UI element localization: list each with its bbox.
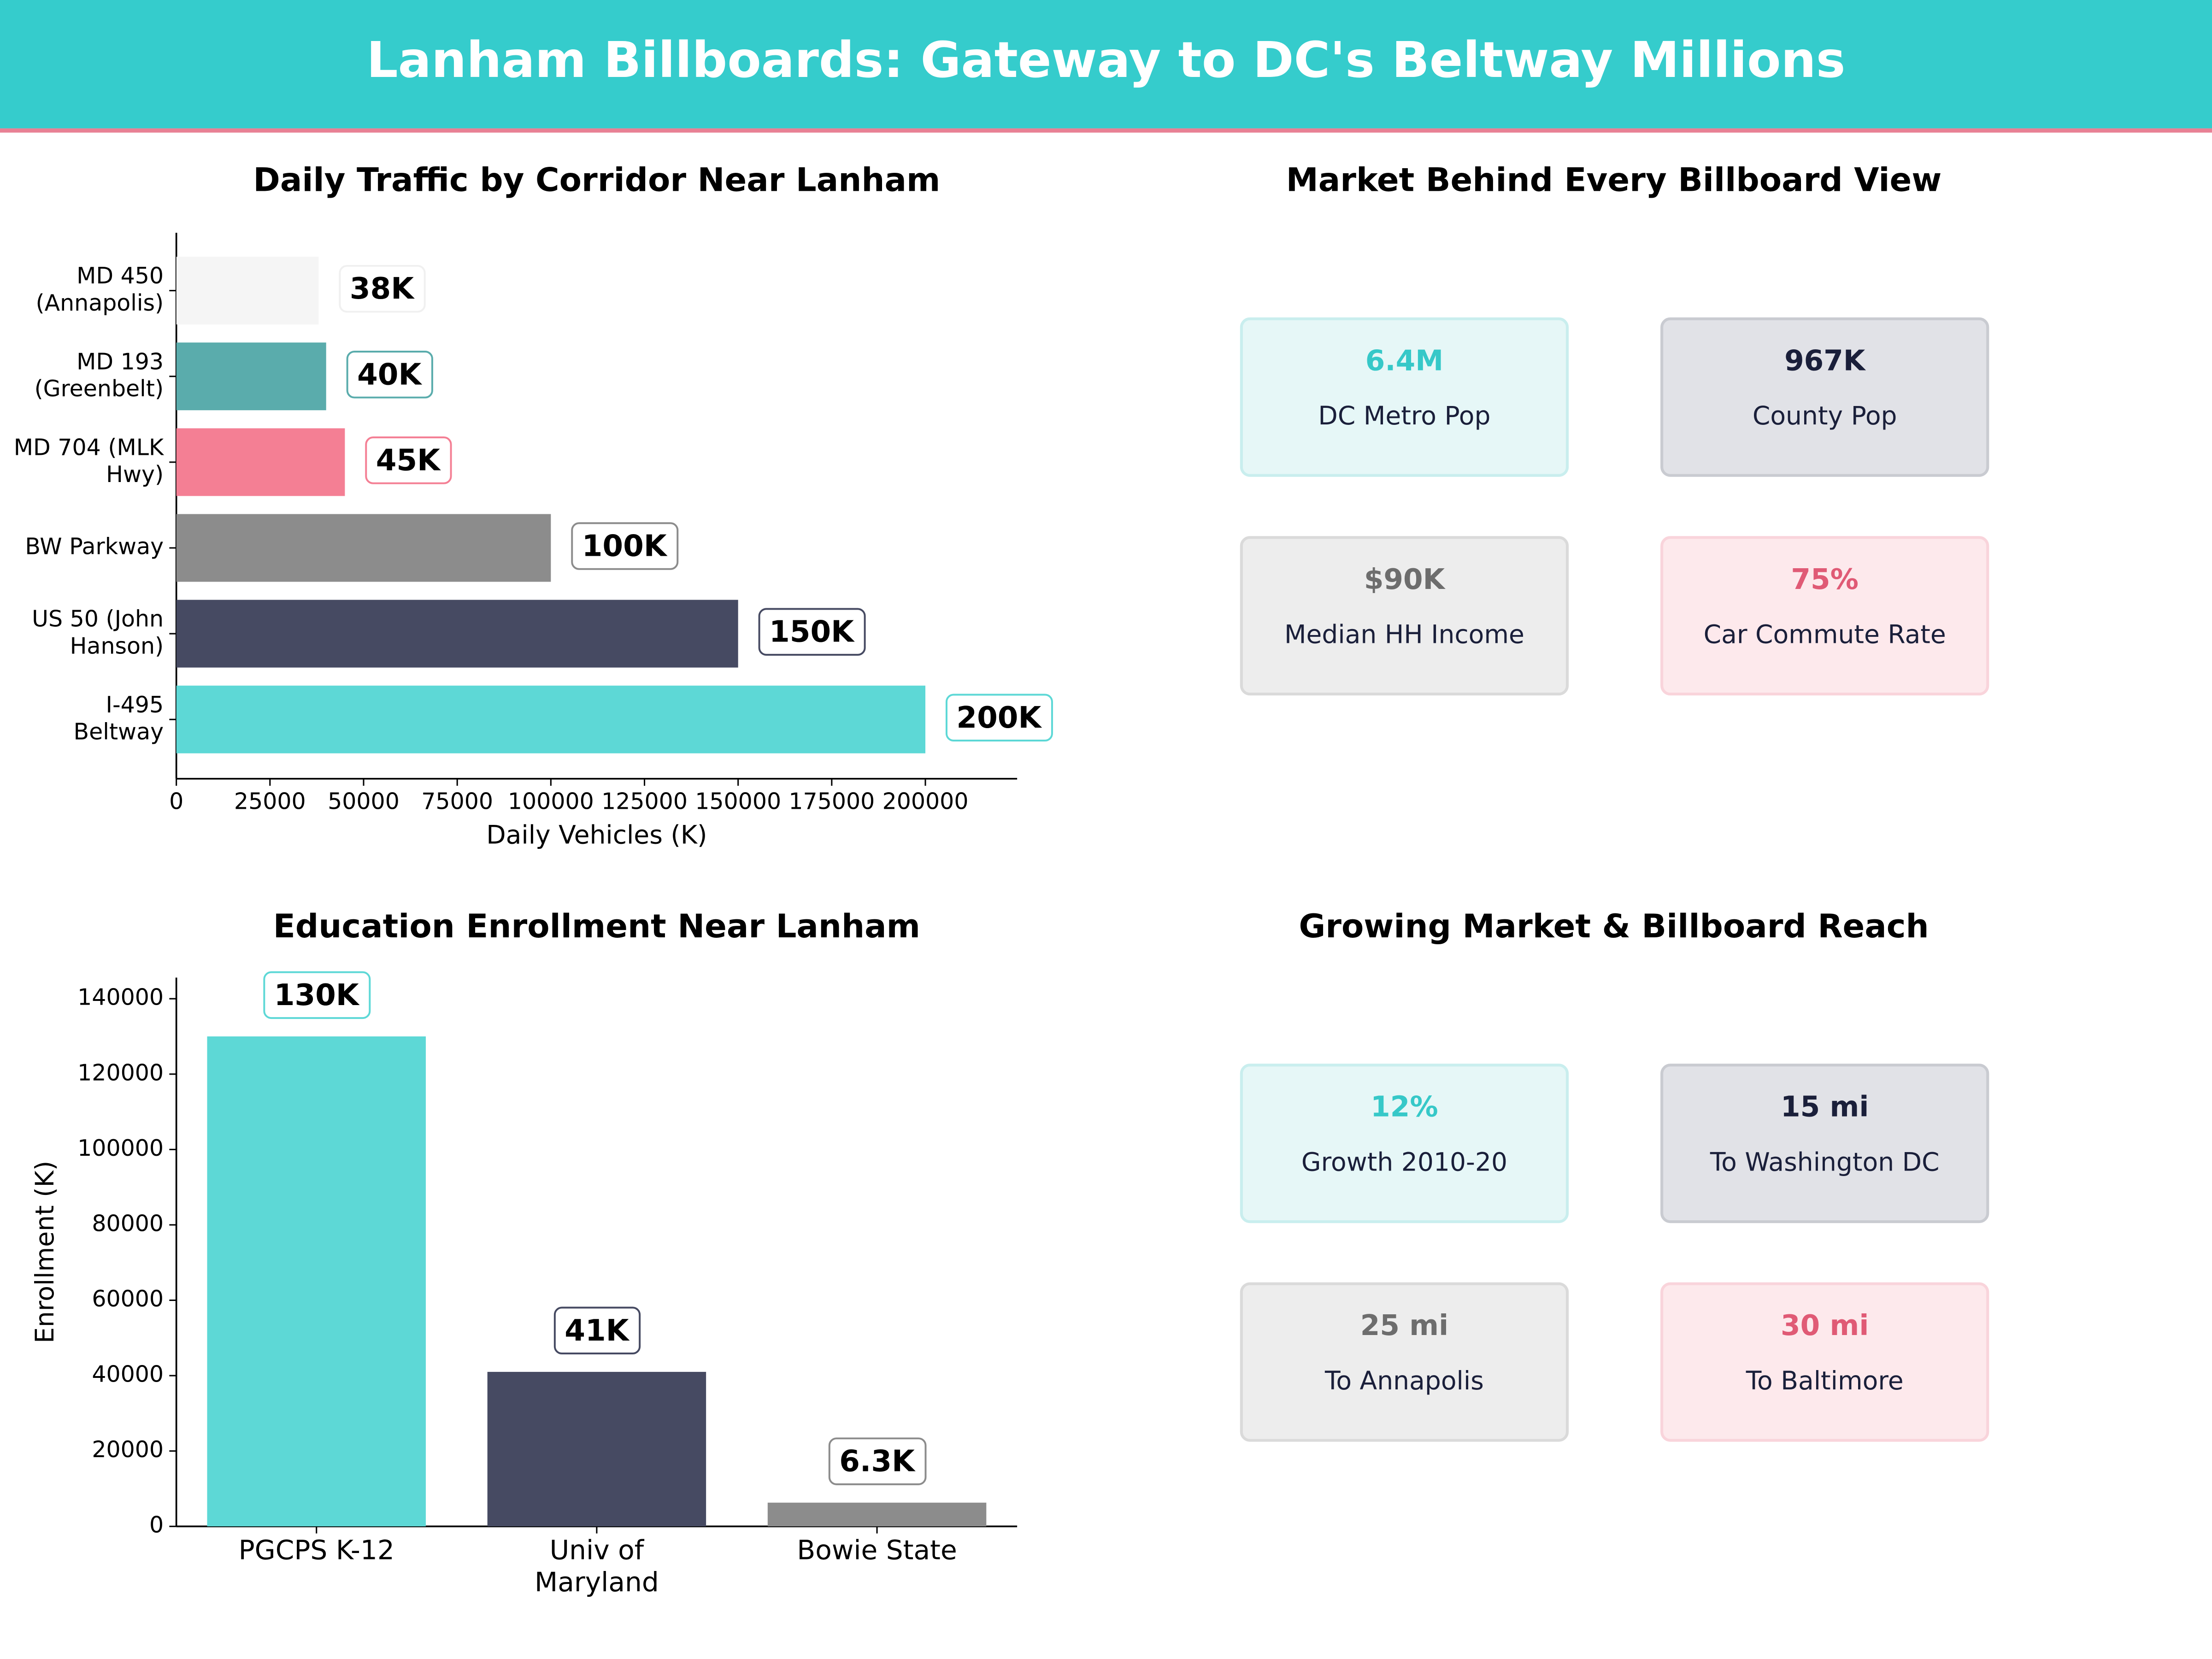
panel-title: Market Behind Every Billboard View	[1286, 161, 1942, 199]
kpi-label: To Baltimore	[1746, 1366, 1904, 1395]
value-label-box	[553, 1306, 641, 1355]
y-tick-label: 80000	[92, 1210, 164, 1236]
kpi-card-box	[1660, 317, 1989, 477]
value-label-box	[828, 1437, 927, 1485]
kpi-card-box	[1660, 1282, 1989, 1442]
value-label: 200K	[956, 700, 1042, 735]
value-label-box	[365, 436, 452, 484]
kpi-label: Median HH Income	[1284, 620, 1524, 649]
bar	[487, 1371, 706, 1527]
kpi-card-box	[1240, 1282, 1569, 1442]
value-label-box	[571, 522, 679, 570]
bar	[767, 1502, 987, 1527]
value-label: 150K	[769, 615, 855, 649]
kpi-label: DC Metro Pop	[1318, 401, 1490, 430]
kpi-value: 75%	[1791, 563, 1859, 596]
y-tick-label: BW Parkway	[25, 533, 164, 559]
y-axis-label: Enrollment (K)	[30, 1161, 59, 1343]
x-tick-label: PGCPS K-12	[239, 1534, 394, 1565]
kpi-label: Car Commute Rate	[1704, 620, 1946, 649]
kpi-card: 6.4M DC Metro Pop	[1240, 317, 1569, 477]
bar	[176, 600, 738, 668]
y-tick-label: I-495 Beltway	[74, 691, 164, 745]
value-label: 100K	[582, 529, 668, 564]
y-tick-label: MD 193 (Greenbelt)	[35, 348, 164, 402]
header-rule	[0, 128, 2212, 133]
x-tick-label: Univ of Maryland	[535, 1534, 659, 1598]
value-label: 41K	[565, 1313, 629, 1348]
y-tick-label: 0	[149, 1512, 164, 1538]
kpi-card-box	[1240, 1064, 1569, 1224]
x-tick-label: 175000	[788, 788, 875, 814]
kpi-value: 25 mi	[1360, 1309, 1448, 1342]
kpi-value: 12%	[1371, 1091, 1438, 1124]
x-tick-label: 0	[169, 788, 183, 814]
y-tick-label: MD 450 (Annapolis)	[36, 263, 164, 316]
y-tick-label: US 50 (John Hanson)	[32, 606, 164, 659]
kpi-value: 15 mi	[1781, 1091, 1869, 1124]
value-label-box	[758, 608, 866, 656]
x-tick-label: 75000	[421, 788, 493, 814]
y-tick-label: MD 704 (MLK Hwy)	[14, 434, 165, 488]
value-label: 40K	[357, 357, 422, 392]
x-tick-label: 200000	[882, 788, 969, 814]
kpi-card-box	[1240, 317, 1569, 477]
bar	[176, 685, 926, 753]
kpi-value: 967K	[1784, 344, 1866, 377]
header-band	[0, 0, 2212, 129]
y-tick-label: 100000	[77, 1135, 164, 1161]
bar	[207, 1036, 426, 1527]
kpi-card-box	[1660, 1064, 1989, 1224]
value-label-box	[339, 265, 426, 313]
kpi-card-box	[1660, 536, 1989, 696]
value-label: 6.3K	[839, 1444, 916, 1479]
page-title: Lanham Billboards: Gateway to DC's Beltw…	[366, 32, 1845, 89]
x-tick-label: Bowie State	[797, 1534, 957, 1565]
kpi-card-box	[1240, 536, 1569, 696]
value-label-box	[945, 694, 1053, 742]
x-tick-label: 125000	[601, 788, 688, 814]
value-label: 45K	[376, 443, 441, 477]
kpi-label: Growth 2010-20	[1301, 1147, 1507, 1177]
chart-title: Daily Traffic by Corridor Near Lanham	[253, 161, 940, 199]
value-label: 130K	[274, 978, 360, 1012]
panel-title: Growing Market & Billboard Reach	[1299, 907, 1929, 945]
kpi-card: 75% Car Commute Rate	[1660, 536, 1989, 696]
x-tick-label: 50000	[328, 788, 400, 814]
kpi-card: 30 mi To Baltimore	[1660, 1282, 1989, 1442]
kpi-label: County Pop	[1753, 401, 1897, 430]
x-tick-label: 25000	[234, 788, 306, 814]
kpi-card: 25 mi To Annapolis	[1240, 1282, 1569, 1442]
kpi-value: 30 mi	[1781, 1309, 1869, 1342]
chart-title: Education Enrollment Near Lanham	[273, 907, 920, 945]
bar	[176, 342, 326, 411]
kpi-label: To Washington DC	[1710, 1147, 1940, 1177]
value-label: 38K	[350, 271, 415, 306]
bar	[176, 257, 319, 325]
kpi-card: 15 mi To Washington DC	[1660, 1064, 1989, 1224]
y-tick-label: 20000	[92, 1436, 164, 1463]
y-tick-label: 120000	[77, 1059, 164, 1086]
bar	[176, 514, 551, 582]
kpi-value: $90K	[1364, 563, 1446, 596]
bar	[176, 428, 345, 496]
kpi-card: 967K County Pop	[1660, 317, 1989, 477]
x-axis-label: Daily Vehicles (K)	[486, 820, 707, 849]
y-tick-label: 40000	[92, 1361, 164, 1388]
value-label-box	[263, 971, 371, 1019]
value-label-box	[346, 351, 433, 399]
kpi-card: $90K Median HH Income	[1240, 536, 1569, 696]
x-tick-label: 100000	[508, 788, 594, 814]
y-tick-label: 140000	[77, 984, 164, 1011]
x-tick-label: 150000	[695, 788, 781, 814]
kpi-label: To Annapolis	[1324, 1366, 1484, 1395]
kpi-card: 12% Growth 2010-20	[1240, 1064, 1569, 1224]
y-tick-label: 60000	[92, 1286, 164, 1312]
kpi-value: 6.4M	[1365, 344, 1443, 377]
